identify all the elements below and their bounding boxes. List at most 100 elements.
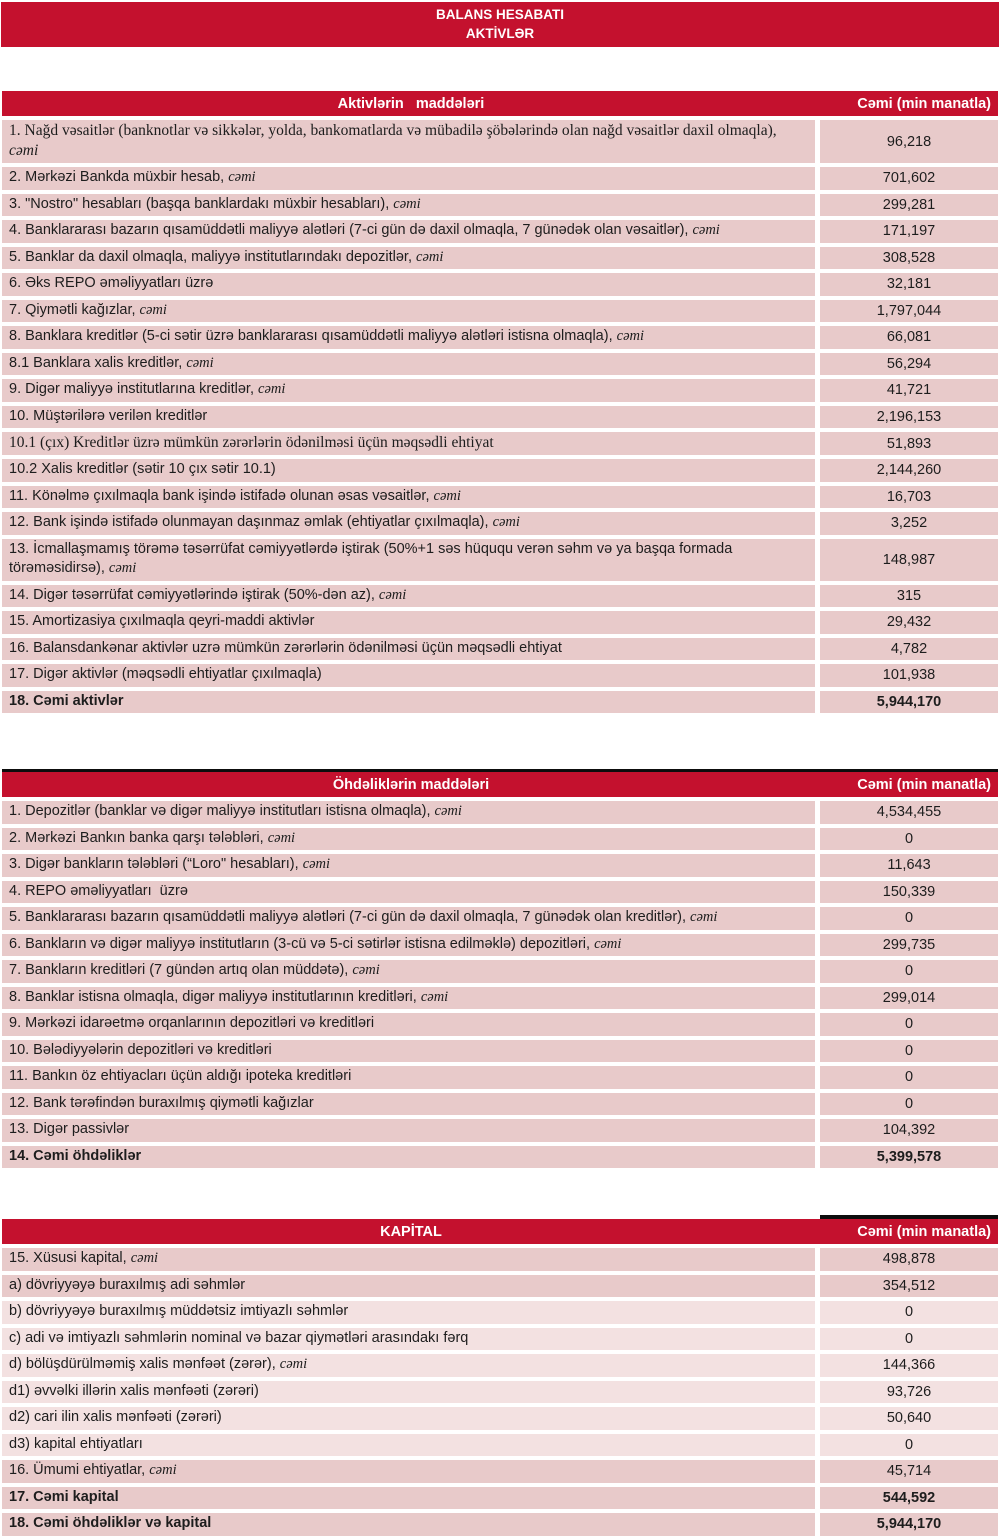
row-label-emphasis: cəmi — [139, 301, 167, 318]
table-row: 4. Banklararası bazarın qısamüddətli mal… — [2, 220, 998, 243]
row-label: d1) əvvəlki illərin xalis mənfəəti (zərə… — [2, 1380, 815, 1403]
table-row: 16. Balansdankənar aktivlər uzrə mümkün … — [2, 637, 998, 660]
row-label-emphasis: cəmi — [279, 1356, 308, 1372]
table-row: 7. Qiymətli kağızlar, cəmi 1,797,044 — [2, 299, 998, 322]
row-label: 17. Cəmi kapital — [2, 1486, 815, 1509]
row-label-emphasis: cəmi — [433, 487, 461, 504]
row-label: 9. Digər maliyyə institutlarına kreditlə… — [2, 379, 815, 402]
row-label: 1. Nağd vəsaitlər (banknotlar və sikkələ… — [2, 120, 815, 163]
assets-header-label: Aktivlərin maddələri — [337, 95, 485, 112]
capital-table-top-border — [2, 1215, 998, 1219]
row-value: 150,339 — [820, 880, 998, 903]
row-value: 0 — [820, 1433, 998, 1456]
row-value: 29,432 — [820, 611, 998, 634]
row-label: 7. Qiymətli kağızlar, cəmi — [2, 299, 815, 322]
table-row: 10. Bələdiyyələrin depozitləri və kredit… — [2, 1039, 998, 1062]
row-label: 10. Bələdiyyələrin depozitləri və kredit… — [2, 1039, 815, 1062]
row-label: 6. Əks REPO əməliyyatları üzrə — [2, 273, 815, 296]
table-row: 14. Digər təsərrüfat cəmiyyətlərində işt… — [2, 584, 998, 607]
row-value: 1,797,044 — [820, 299, 998, 322]
row-value: 56,294 — [820, 352, 998, 375]
table-row: 18. Cəmi aktivlər 5,944,170 — [2, 690, 998, 713]
table-row: 8. Banklar istisna olmaqla, digər maliyy… — [2, 986, 998, 1009]
row-value: 148,987 — [820, 538, 998, 581]
report-title-line2: AKTİVLƏR — [465, 26, 535, 41]
row-value: 41,721 — [820, 379, 998, 402]
row-label-emphasis: cəmi — [690, 909, 718, 925]
row-value: 498,878 — [820, 1248, 998, 1271]
table-row: 12. Bank işində istifadə olunmayan daşın… — [2, 512, 998, 535]
row-value: 104,392 — [820, 1119, 998, 1142]
row-label-emphasis: cəmi — [692, 222, 720, 238]
table-row: 15. Xüsusi kapital, cəmi 498,878 — [2, 1248, 998, 1271]
liabilities-table-top-border — [2, 769, 998, 772]
row-value: 0 — [820, 1066, 998, 1089]
row-value: 0 — [820, 960, 998, 983]
capital-table-body: 15. Xüsusi kapital, cəmi 498,878 a) dövriy… — [2, 1248, 998, 1536]
row-value: 96,218 — [820, 120, 998, 163]
row-label: d3) kapital ehtiyatları — [2, 1433, 815, 1456]
row-label: 14. Digər təsərrüfat cəmiyyətlərində işt… — [2, 584, 815, 607]
row-label: b) dövriyyəyə buraxılmış müddətsiz imtiy… — [2, 1301, 815, 1324]
row-label: 7. Bankların kreditləri (7 gündən artıq … — [2, 960, 815, 983]
table-row: 6. Əks REPO əməliyyatları üzrə 32,181 — [2, 273, 998, 296]
row-label-emphasis: cəmi — [130, 1250, 159, 1266]
row-value: 0 — [820, 1013, 998, 1036]
row-value: 308,528 — [820, 246, 998, 269]
row-value: 299,281 — [820, 193, 998, 216]
row-value: 299,735 — [820, 933, 998, 956]
row-value: 0 — [820, 907, 998, 930]
row-label: 15. Xüsusi kapital, cəmi — [2, 1248, 815, 1271]
row-label-emphasis: cəmi — [378, 586, 407, 603]
row-label-emphasis: cəmi — [149, 1462, 177, 1478]
row-label: 2. Mərkəzi Bankda müxbir hesab, cəmi — [2, 167, 815, 190]
row-value: 101,938 — [820, 664, 998, 687]
assets-table: Aktivlərin maddələri Cəmi (min manatla) … — [2, 91, 998, 713]
table-row: a) dövriyyəyə buraxılmış adi səhmlər 354,… — [2, 1274, 998, 1297]
row-value: 11,643 — [820, 854, 998, 877]
row-value: 5,399,578 — [820, 1145, 998, 1168]
row-label: c) adi və imtiyazlı səhmlərin nominal və… — [2, 1327, 815, 1350]
liabilities-header-label: Öhdəliklərin maddələri — [332, 776, 490, 793]
row-value: 3,252 — [820, 512, 998, 535]
table-row: 10.1 (çıx) Kreditlər üzrə mümkün zərərlə… — [2, 432, 998, 455]
row-label-emphasis: cəmi — [393, 195, 421, 212]
table-row: d2) cari ilin xalis mənfəəti (zərəri) 50,… — [2, 1407, 998, 1430]
row-label: 10.1 (çıx) Kreditlər üzrə mümkün zərərlə… — [2, 432, 815, 455]
table-row: 12. Bank tərəfindən buraxılmış qiymətli … — [2, 1092, 998, 1115]
row-label: 11. Bankın öz ehtiyacları üçün aldığı ip… — [2, 1066, 815, 1089]
row-value: 701,602 — [820, 167, 998, 190]
row-label: 3. "Nostro" hesabları (başqa banklardakı… — [2, 193, 815, 216]
row-value: 299,014 — [820, 986, 998, 1009]
table-row: 2. Mərkəzi Bankda müxbir hesab, cəmi 701,… — [2, 167, 998, 190]
table-row: 10. Müştərilərə verilən kreditlər 2,196,1… — [2, 405, 998, 428]
row-label: 1. Depozitlər (banklar və digər maliyyə … — [2, 801, 815, 824]
liabilities-table: Öhdəliklərin maddələri Cəmi (min manatla… — [2, 769, 998, 1168]
row-value: 171,197 — [820, 220, 998, 243]
table-row: 11. Bankın öz ehtiyacları üçün aldığı ip… — [2, 1066, 998, 1089]
row-label: 6. Bankların və digər maliyyə institutla… — [2, 933, 815, 956]
capital-table-header: KAPİTAL Cəmi (min manatla) — [2, 1219, 998, 1244]
table-row: 17. Digər aktivlər (məqsədli ehtiyatlar … — [2, 664, 998, 687]
row-label-emphasis: cəmi — [492, 514, 520, 530]
row-label-emphasis: cəmi — [302, 856, 331, 872]
report-title-bar: BALANS HESABATI AKTİVLƏR — [1, 2, 999, 47]
table-row: 5. Banklar da daxil olmaqla, maliyyə ins… — [2, 246, 998, 269]
row-label: 14. Cəmi öhdəliklər — [2, 1145, 815, 1168]
row-value: 66,081 — [820, 326, 998, 349]
row-value: 544,592 — [820, 1486, 998, 1509]
row-label-emphasis: cəmi — [9, 142, 39, 159]
table-row: 9. Digər maliyyə institutlarına kreditlə… — [2, 379, 998, 402]
row-label-emphasis: cəmi — [416, 248, 444, 265]
row-label-emphasis: cəmi — [616, 328, 645, 344]
table-row: 18. Cəmi öhdəliklər və kapital 5,944,170 — [2, 1513, 998, 1536]
row-value: 32,181 — [820, 273, 998, 296]
row-label: 8. Banklar istisna olmaqla, digər maliyy… — [2, 986, 815, 1009]
table-row: c) adi və imtiyazlı səhmlərin nominal və… — [2, 1327, 998, 1350]
row-value: 4,782 — [820, 637, 998, 660]
row-label: 16. Balansdankənar aktivlər uzrə mümkün … — [2, 637, 815, 660]
row-label: 13. Digər passivlər — [2, 1119, 815, 1142]
table-row: 14. Cəmi öhdəliklər 5,399,578 — [2, 1145, 998, 1168]
table-row: 11. Könəlmə çıxılmaqla bank işində istif… — [2, 485, 998, 508]
row-label: 17. Digər aktivlər (məqsədli ehtiyatlar … — [2, 664, 815, 687]
